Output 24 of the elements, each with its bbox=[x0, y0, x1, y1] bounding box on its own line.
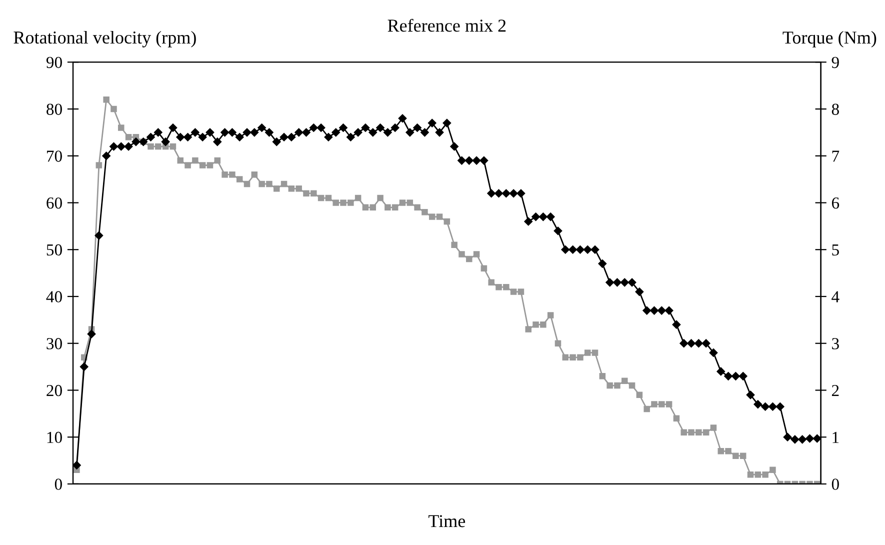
y2-tick-label: 7 bbox=[832, 150, 840, 162]
y2-tick-label: 0 bbox=[832, 478, 839, 490]
y2-tick-label: 4 bbox=[832, 291, 840, 302]
y-tick-label: 80 bbox=[46, 104, 62, 115]
y2-tick-label: 5 bbox=[832, 244, 839, 256]
y2-tick-label: 8 bbox=[832, 104, 839, 115]
y-tick-label: 40 bbox=[46, 291, 62, 302]
y-axis-title: Rotational velocity (rpm) bbox=[14, 30, 196, 48]
x-axis-title: Time bbox=[428, 515, 466, 528]
y-tick-label: 50 bbox=[46, 244, 62, 256]
y-tick-label: 0 bbox=[54, 478, 62, 490]
y-tick-label: 10 bbox=[47, 432, 62, 444]
y-tick-label: 30 bbox=[46, 338, 62, 350]
y2-tick-label: 1 bbox=[832, 432, 839, 443]
y2-tick-label: 9 bbox=[832, 56, 839, 68]
y2-tick-label: 3 bbox=[832, 338, 839, 350]
chart-title: Reference mix 2 bbox=[388, 18, 506, 32]
y-tick-label: 60 bbox=[46, 197, 62, 209]
y2-axis-title: Torque (Nm) bbox=[782, 30, 876, 48]
y2-tick-label: 6 bbox=[832, 197, 840, 209]
y2-tick-label: 2 bbox=[832, 384, 839, 396]
y-tick-label: 70 bbox=[47, 150, 62, 162]
y-tick-label: 20 bbox=[46, 384, 62, 396]
y-tick-label: 90 bbox=[46, 56, 62, 68]
